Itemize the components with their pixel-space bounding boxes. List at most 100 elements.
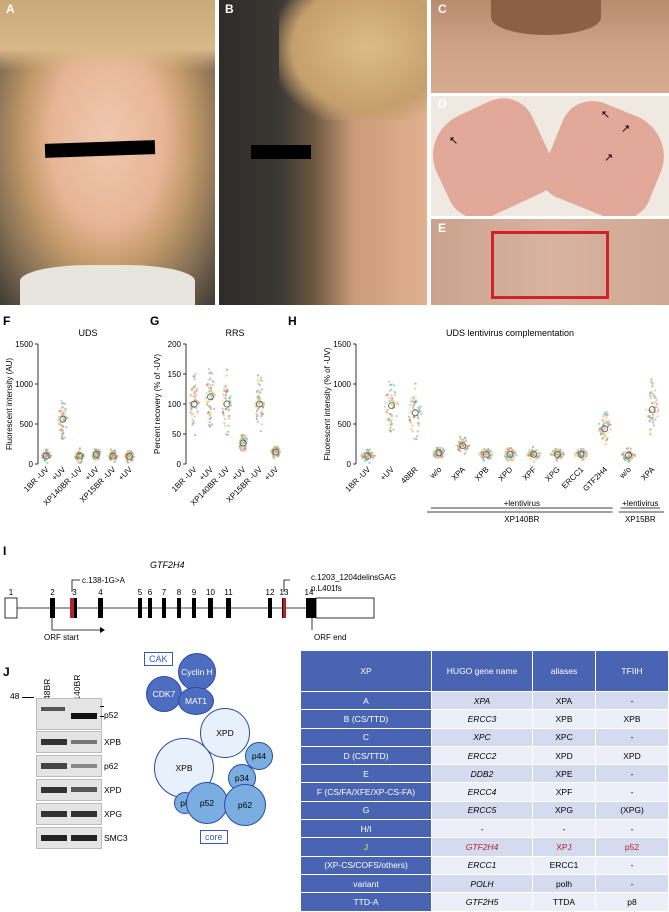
blot-xpg <box>36 803 102 825</box>
data-point <box>253 402 257 405</box>
data-point <box>600 432 603 435</box>
table-cell: XPB <box>595 709 669 729</box>
data-point <box>649 428 652 431</box>
table-cell: variant <box>300 873 432 894</box>
data-point <box>262 401 265 405</box>
data-point <box>262 403 266 406</box>
table-row: A XPA XPA - <box>300 690 669 711</box>
panel-label-h: H <box>288 314 297 328</box>
data-point <box>466 447 469 450</box>
data-point <box>388 399 391 402</box>
data-point <box>257 377 260 380</box>
data-point <box>651 393 655 396</box>
mean-marker <box>601 425 609 433</box>
mean-marker <box>506 450 514 458</box>
mean-marker <box>553 450 561 458</box>
data-point <box>410 427 413 431</box>
col-xp: XP <box>300 650 432 692</box>
orf-start-label: ORF start <box>44 633 79 640</box>
data-point <box>129 460 132 463</box>
table-cell: XPE <box>532 764 596 784</box>
data-point <box>75 459 78 462</box>
data-point <box>208 378 211 382</box>
data-point <box>61 432 64 436</box>
mean-marker <box>577 450 585 458</box>
data-point <box>361 452 364 456</box>
data-point <box>393 394 396 397</box>
data-point <box>463 436 466 439</box>
table-row: variant POLH polh - <box>300 873 669 894</box>
data-point <box>409 403 412 406</box>
y-tick-label: 500 <box>338 420 352 429</box>
data-point <box>213 394 217 397</box>
data-point <box>657 406 660 410</box>
data-point <box>464 448 467 451</box>
data-point <box>384 409 388 412</box>
blot-label-p62: p62 <box>104 761 119 771</box>
data-point <box>275 456 279 459</box>
blot-label-xpb: XPB <box>104 737 122 747</box>
table-cell: (XPG) <box>595 800 669 821</box>
photo-back <box>431 219 669 305</box>
data-point <box>414 382 417 385</box>
data-point <box>58 423 61 426</box>
data-point <box>605 428 608 431</box>
data-point <box>486 458 490 461</box>
data-point <box>622 450 626 454</box>
gene-title: GTF2H4 <box>150 560 185 570</box>
data-point <box>209 394 212 397</box>
y-tick-label: 1500 <box>15 340 33 349</box>
data-point <box>578 454 581 457</box>
data-point <box>60 412 63 415</box>
data-point <box>395 401 398 404</box>
data-point <box>434 449 437 453</box>
data-point <box>652 424 655 427</box>
data-point <box>226 383 229 386</box>
data-point <box>389 426 392 429</box>
data-point <box>536 455 539 459</box>
table-cell: TTD-A <box>300 892 432 912</box>
data-point <box>241 434 244 437</box>
table-cell: F (CS/FA/XFE/XP-CS-FA) <box>300 782 432 802</box>
table-cell: C <box>300 727 432 747</box>
data-point <box>609 428 612 431</box>
data-point <box>225 390 228 393</box>
data-point <box>488 451 492 454</box>
blot-p62 <box>36 755 102 777</box>
group-label-lentivirus-2: +lentivirus <box>622 499 658 508</box>
panel-label-c: C <box>438 2 447 16</box>
mutation-site-2 <box>283 598 286 618</box>
data-point <box>629 447 632 450</box>
data-point <box>241 443 244 446</box>
data-point <box>605 421 608 424</box>
data-point <box>77 461 80 464</box>
mutation-site-1 <box>70 598 74 618</box>
table-row: G ERCC5 XPG (XPG) <box>300 800 669 821</box>
exon-number: 6 <box>148 588 153 597</box>
panel-label-f: F <box>3 314 11 328</box>
data-point <box>537 452 540 455</box>
data-point <box>209 407 212 411</box>
x-tick-label: +UV <box>378 465 396 483</box>
data-point <box>602 432 605 435</box>
data-point <box>657 409 660 412</box>
mean-marker <box>625 451 632 459</box>
table-cell: ERCC1 <box>532 855 596 875</box>
data-point <box>644 408 647 411</box>
data-point <box>367 454 370 457</box>
table-cell: XPG <box>532 800 596 821</box>
data-point <box>602 436 605 439</box>
blot-smc3 <box>36 827 102 849</box>
utr-3 <box>315 597 375 619</box>
data-point <box>605 439 608 442</box>
blot-p52 <box>36 698 102 730</box>
data-point <box>65 426 68 429</box>
data-point <box>64 410 67 413</box>
data-point <box>505 456 508 459</box>
data-point <box>57 415 61 419</box>
data-point <box>260 414 263 418</box>
data-point <box>367 449 370 452</box>
data-point <box>74 456 77 460</box>
data-point <box>261 413 264 416</box>
shirt <box>20 265 195 305</box>
